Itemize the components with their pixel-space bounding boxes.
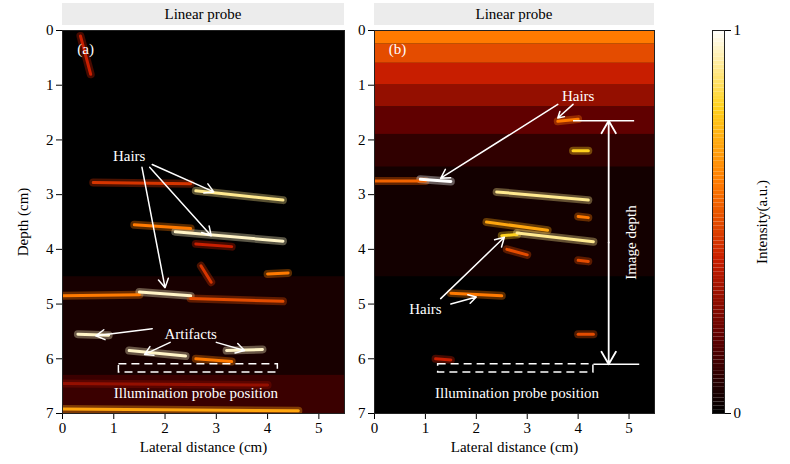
svg-text:(a): (a): [77, 41, 94, 58]
svg-text:1: 1: [358, 77, 366, 93]
svg-text:1: 1: [422, 420, 430, 436]
svg-text:Hairs: Hairs: [113, 148, 146, 164]
svg-text:5: 5: [315, 420, 323, 436]
svg-text:2: 2: [473, 420, 481, 436]
svg-text:3: 3: [523, 420, 531, 436]
html-text:Linear probe: Linear probe: [475, 6, 553, 22]
svg-text:1: 1: [110, 420, 118, 436]
svg-text:0: 0: [46, 22, 54, 38]
svg-text:7: 7: [358, 405, 366, 421]
svg-text:Intensity(a.u.): Intensity(a.u.): [754, 180, 771, 264]
svg-text:6: 6: [46, 351, 54, 367]
svg-text:3: 3: [46, 186, 54, 202]
svg-text:Depth (cm): Depth (cm): [15, 188, 32, 257]
svg-text:Lateral distance (cm): Lateral distance (cm): [451, 439, 578, 456]
svg-text:Hairs: Hairs: [409, 301, 442, 317]
svg-text:Illumination probe position: Illumination probe position: [435, 385, 600, 401]
svg-text:1: 1: [734, 22, 742, 38]
svg-text:5: 5: [46, 296, 54, 312]
svg-text:0: 0: [59, 420, 67, 436]
svg-text:3: 3: [358, 186, 366, 202]
html-text:Linear probe: Linear probe: [164, 6, 242, 22]
svg-text:4: 4: [264, 420, 272, 436]
svg-text:(b): (b): [389, 41, 407, 58]
svg-text:5: 5: [625, 420, 633, 436]
svg-text:0: 0: [358, 22, 366, 38]
svg-text:5: 5: [358, 296, 366, 312]
svg-text:0: 0: [734, 405, 742, 421]
svg-text:Lateral distance (cm): Lateral distance (cm): [140, 439, 267, 456]
svg-text:7: 7: [46, 405, 54, 421]
svg-text:4: 4: [46, 241, 54, 257]
svg-text:1: 1: [46, 77, 54, 93]
svg-text:4: 4: [358, 241, 366, 257]
svg-text:Hairs: Hairs: [562, 88, 595, 104]
svg-text:Artifacts: Artifacts: [164, 326, 217, 342]
svg-text:4: 4: [574, 420, 582, 436]
svg-text:2: 2: [358, 132, 366, 148]
svg-text:3: 3: [213, 420, 221, 436]
svg-text:Image depth: Image depth: [623, 205, 639, 280]
svg-text:6: 6: [358, 351, 366, 367]
svg-text:0: 0: [371, 420, 379, 436]
svg-text:Illumination probe position: Illumination probe position: [114, 385, 279, 401]
svg-text:2: 2: [161, 420, 169, 436]
svg-text:2: 2: [46, 132, 54, 148]
